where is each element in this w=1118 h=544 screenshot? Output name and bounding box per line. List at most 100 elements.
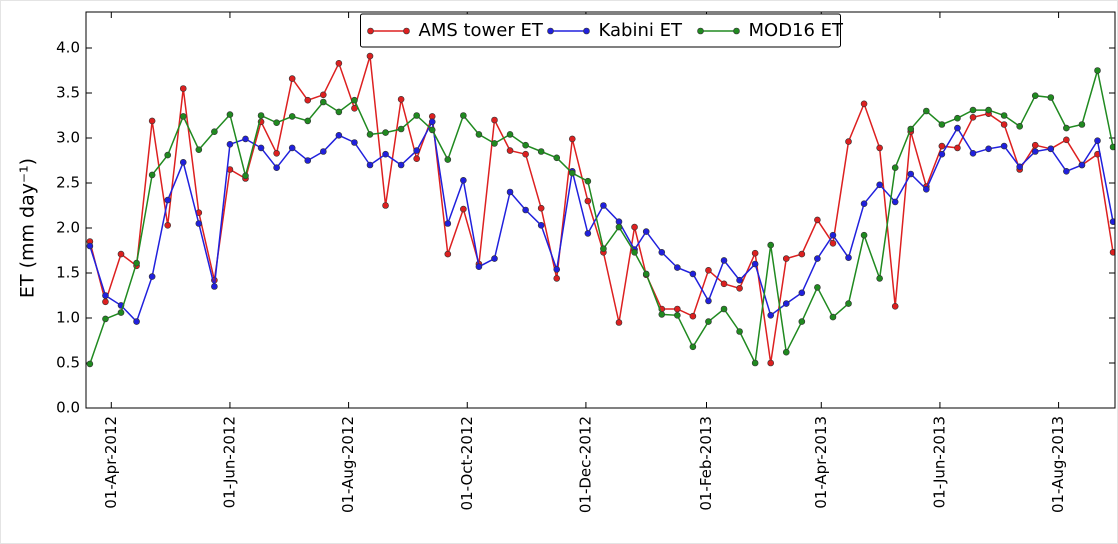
point <box>1047 94 1055 101</box>
point <box>1109 143 1115 151</box>
point <box>845 138 852 145</box>
point <box>553 275 561 282</box>
point <box>242 135 249 143</box>
point <box>444 250 452 258</box>
y-tick-label: 1.0 <box>56 309 80 327</box>
point <box>954 124 961 132</box>
point <box>164 151 171 159</box>
point <box>615 223 623 231</box>
point <box>444 220 452 227</box>
point <box>273 119 280 126</box>
point <box>413 112 420 119</box>
x-tick-label: 01-Oct-2012 <box>458 416 476 510</box>
point <box>475 131 483 138</box>
point <box>195 220 203 227</box>
x-tick-label: 01-Apr-2012 <box>102 416 120 509</box>
point <box>164 222 171 229</box>
point <box>891 302 899 310</box>
point <box>257 144 265 152</box>
point <box>1078 121 1086 128</box>
point <box>814 255 821 262</box>
point <box>954 144 961 152</box>
point <box>860 100 868 108</box>
point <box>460 112 467 119</box>
point <box>907 170 915 178</box>
point <box>226 141 234 148</box>
point <box>397 125 405 133</box>
point <box>320 98 327 106</box>
point <box>689 343 697 351</box>
point <box>798 289 806 297</box>
point <box>537 204 545 212</box>
point <box>211 283 218 290</box>
point <box>751 249 759 257</box>
point <box>720 257 728 264</box>
point <box>522 141 529 149</box>
x-tick-label: 01-Jun-2013 <box>930 416 948 508</box>
point <box>751 359 759 367</box>
point <box>1109 249 1115 256</box>
point <box>444 156 452 163</box>
point <box>351 139 358 146</box>
y-tick-label: 0.0 <box>56 399 80 417</box>
point <box>304 157 312 164</box>
point <box>351 96 358 104</box>
point <box>288 113 296 120</box>
point <box>1063 168 1070 175</box>
series-line <box>89 119 1114 324</box>
point <box>1094 67 1101 74</box>
point <box>907 125 915 133</box>
point <box>522 206 529 214</box>
point <box>969 106 977 114</box>
point <box>179 85 187 92</box>
legend-marker <box>403 27 410 35</box>
series <box>86 118 1115 325</box>
y-tick-label: 2.5 <box>56 174 80 192</box>
point <box>876 275 883 282</box>
point <box>860 231 868 239</box>
point <box>736 284 743 292</box>
point <box>117 309 125 316</box>
point <box>1047 145 1055 153</box>
point <box>584 230 592 237</box>
point <box>615 218 623 225</box>
point <box>366 161 374 169</box>
point <box>257 112 265 119</box>
point <box>705 297 712 305</box>
point <box>242 172 249 180</box>
point <box>705 266 712 274</box>
y-axis-label: ET (mm day⁻¹) <box>17 158 39 298</box>
point <box>969 114 977 121</box>
point <box>782 348 790 356</box>
y-tick-label: 4.0 <box>56 39 80 57</box>
point <box>117 250 125 258</box>
point <box>1016 163 1023 171</box>
point <box>491 255 498 262</box>
point <box>102 298 109 306</box>
point <box>320 91 327 99</box>
legend-marker <box>367 27 374 35</box>
point <box>658 249 666 256</box>
x-tick-label: 01-Apr-2013 <box>812 416 830 509</box>
point <box>397 96 405 103</box>
point <box>631 249 638 256</box>
point <box>102 315 109 323</box>
point <box>1109 218 1115 225</box>
point <box>600 202 607 209</box>
point <box>304 96 312 104</box>
point <box>891 198 899 206</box>
point <box>382 150 389 158</box>
point <box>428 126 436 134</box>
point <box>320 148 327 155</box>
point <box>1031 141 1039 149</box>
point <box>288 75 296 82</box>
x-tick-label: 01-Feb-2013 <box>697 416 715 511</box>
point <box>767 241 775 249</box>
point <box>164 196 171 204</box>
point <box>211 128 218 135</box>
point <box>382 129 389 136</box>
point <box>584 177 592 185</box>
point <box>923 107 930 115</box>
point <box>876 181 883 189</box>
